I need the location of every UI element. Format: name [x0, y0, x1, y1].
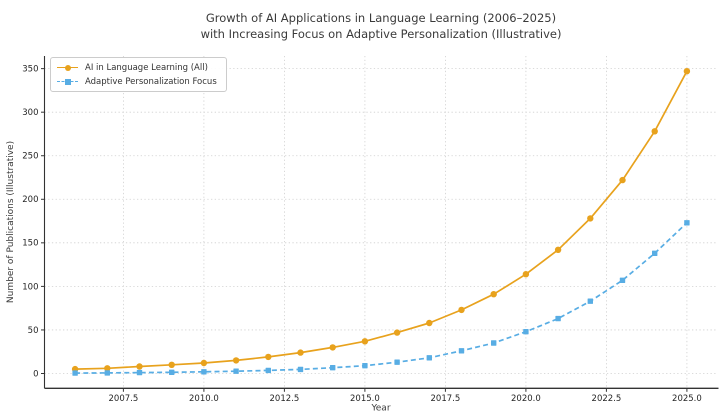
plot-area: 2007.5 2010.0 2012.5 2015.0 2017.5 2020.0 2022… [22, 56, 719, 404]
y-tick-label: 50 [28, 326, 39, 336]
data-point-series-0 [200, 359, 208, 367]
data-point-series-0 [361, 338, 369, 345]
legend-item-ai-all: AI in Language Learning (All) [57, 62, 217, 73]
data-point-series-1 [619, 277, 626, 283]
data-point-series-0 [619, 176, 626, 184]
x-tick-label: 2012.5 [270, 394, 300, 404]
data-point-series-0 [683, 68, 691, 75]
data-point-series-0 [490, 291, 497, 298]
data-point-series-1 [426, 355, 432, 361]
circle-marker-icon [64, 64, 71, 71]
data-point-series-1 [265, 367, 271, 374]
chart-title: Growth of AI Applications in Language Le… [44, 11, 718, 42]
data-point-series-1 [169, 369, 175, 375]
chart-title-line1: Growth of AI Applications in Language Le… [205, 11, 557, 25]
data-point-series-0 [136, 363, 143, 370]
data-point-series-0 [329, 344, 336, 351]
legend: AI in Language Learning (All) Adaptive P… [50, 57, 227, 92]
data-point-series-0 [522, 271, 530, 278]
x-tick-label: 2010.0 [189, 394, 219, 404]
data-point-series-1 [458, 348, 465, 354]
legend-label: Adaptive Personalization Focus [85, 76, 217, 87]
y-tick-label: 250 [22, 152, 38, 162]
data-point-series-1 [491, 340, 497, 346]
data-point-series-0 [232, 357, 240, 364]
data-point-series-0 [168, 361, 175, 368]
data-point-series-0 [104, 365, 111, 372]
legend-label: AI in Language Learning (All) [85, 62, 208, 73]
data-point-series-1 [330, 365, 336, 371]
data-point-series-1 [652, 250, 658, 256]
y-tick-label: 0 [33, 369, 38, 379]
data-point-series-0 [265, 353, 272, 361]
data-point-series-1 [201, 369, 207, 375]
data-point-series-1 [297, 366, 304, 373]
y-tick-label: 100 [22, 282, 38, 292]
data-point-series-1 [684, 220, 690, 226]
data-point-series-1 [104, 370, 110, 376]
x-axis-label: Year [370, 404, 390, 414]
y-axis-label: Number of Publications (Illustrative) [6, 140, 16, 304]
data-point-series-0 [458, 306, 465, 314]
data-point-series-0 [587, 215, 594, 222]
data-point-series-0 [554, 246, 562, 253]
data-point-series-1 [72, 370, 78, 376]
square-marker-icon [64, 78, 71, 85]
data-point-series-1 [523, 329, 529, 335]
data-point-series-0 [426, 319, 433, 327]
x-tick-label: 2007.5 [109, 394, 139, 404]
legend-item-adaptive: Adaptive Personalization Focus [57, 76, 217, 87]
data-point-series-1 [394, 359, 400, 365]
chart-title-line2: with Increasing Focus on Adaptive Person… [200, 26, 562, 41]
x-tick-label: 2025.0 [672, 394, 702, 404]
y-tick-label: 350 [22, 65, 38, 75]
data-point-series-1 [136, 369, 143, 376]
data-point-series-0 [651, 128, 658, 135]
series-line-1 [75, 222, 688, 374]
series-line-0 [75, 70, 688, 370]
data-point-series-1 [587, 298, 593, 304]
data-point-series-1 [555, 315, 561, 322]
data-point-series-1 [362, 363, 368, 369]
data-point-series-1 [233, 368, 239, 374]
data-point-series-0 [393, 329, 401, 336]
x-tick-label: 2022.5 [592, 394, 622, 404]
legend-line-sample-solid [57, 64, 78, 71]
x-tick-label: 2017.5 [431, 394, 461, 404]
y-tick-label: 200 [22, 195, 38, 205]
x-tick-label: 2015.0 [350, 394, 380, 404]
x-tick-label: 2020.0 [511, 394, 541, 404]
y-tick-label: 300 [22, 108, 38, 118]
y-tick-label: 150 [22, 239, 38, 249]
data-point-series-0 [297, 349, 304, 356]
legend-line-sample-dashed [57, 78, 78, 85]
